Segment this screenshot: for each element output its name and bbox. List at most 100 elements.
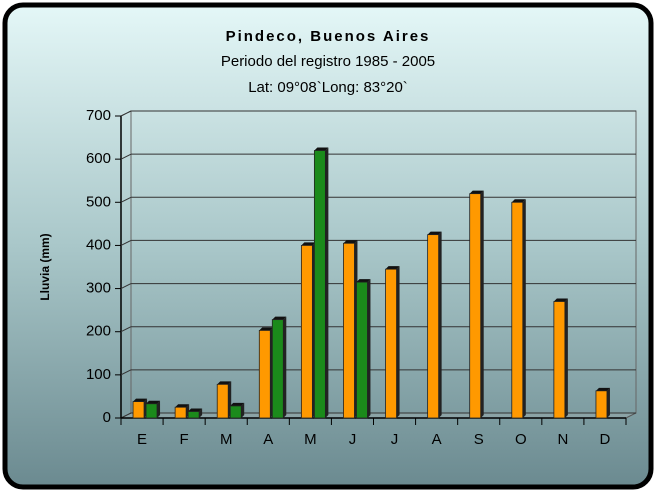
y-tick-label: 100 bbox=[86, 366, 111, 383]
bar bbox=[553, 298, 568, 419]
bar-face bbox=[188, 408, 203, 412]
bar bbox=[385, 266, 400, 419]
bar-face bbox=[283, 316, 287, 418]
bar-face bbox=[132, 401, 145, 419]
chart-location: Lat: 09°08`Long: 83°20` bbox=[248, 79, 408, 96]
grid-line bbox=[120, 196, 132, 203]
grid-line bbox=[120, 153, 132, 160]
bar bbox=[271, 316, 287, 419]
bar-face bbox=[553, 298, 568, 302]
bar-face bbox=[229, 405, 242, 419]
bar-face bbox=[385, 266, 400, 270]
bar-face bbox=[511, 199, 526, 203]
bar-face bbox=[396, 266, 400, 418]
y-tick-label: 200 bbox=[86, 323, 111, 340]
bar-face bbox=[343, 240, 358, 244]
bar-face bbox=[241, 402, 245, 418]
x-tick-label: A bbox=[432, 431, 442, 448]
bar bbox=[258, 327, 274, 419]
bar bbox=[511, 199, 526, 419]
bar-face bbox=[217, 381, 232, 385]
x-tick-label: E bbox=[137, 431, 147, 448]
bar-face bbox=[199, 408, 203, 418]
bar-face bbox=[300, 245, 313, 419]
grid-line bbox=[120, 326, 132, 333]
chart-title: Pindeco, Buenos Aires bbox=[226, 28, 431, 45]
bar-face bbox=[157, 400, 161, 418]
bar-face bbox=[258, 330, 271, 419]
bar-face bbox=[606, 387, 610, 418]
grid-line bbox=[120, 239, 132, 246]
bar bbox=[174, 404, 190, 419]
bar-face bbox=[145, 403, 158, 419]
x-tick-label: J bbox=[391, 431, 399, 448]
bar-face bbox=[343, 242, 355, 419]
y-tick-label: 600 bbox=[86, 150, 111, 167]
y-tick-label: 700 bbox=[86, 107, 111, 124]
bar-face bbox=[469, 190, 484, 194]
bar bbox=[343, 240, 358, 419]
bar-face bbox=[564, 298, 568, 418]
bar-face bbox=[133, 398, 148, 402]
x-tick-label: N bbox=[557, 431, 568, 448]
grid-line bbox=[120, 110, 132, 117]
x-tick-label: F bbox=[180, 431, 189, 448]
bar-face bbox=[511, 201, 524, 419]
bar-face bbox=[175, 404, 190, 408]
bar-face bbox=[272, 316, 287, 320]
y-tick-label: 300 bbox=[86, 280, 111, 297]
bar bbox=[229, 402, 245, 419]
bar bbox=[132, 398, 148, 419]
x-tick-label: A bbox=[263, 431, 273, 448]
bar-face bbox=[427, 231, 442, 235]
bar bbox=[595, 387, 610, 419]
bar bbox=[216, 381, 232, 419]
bar-face bbox=[469, 193, 482, 419]
bar-face bbox=[356, 281, 368, 419]
bar bbox=[469, 190, 484, 419]
bar-face bbox=[522, 199, 526, 418]
bar-face bbox=[367, 279, 371, 418]
y-tick-label: 0 bbox=[103, 409, 111, 426]
bar bbox=[313, 147, 329, 419]
bar-face bbox=[174, 406, 187, 419]
bar-face bbox=[480, 190, 484, 418]
bar bbox=[145, 400, 161, 419]
bar-face bbox=[187, 411, 200, 419]
bar-face bbox=[230, 402, 245, 406]
bar bbox=[300, 242, 316, 419]
bar bbox=[356, 279, 371, 419]
y-tick-label: 500 bbox=[86, 193, 111, 210]
bar-face bbox=[325, 147, 329, 418]
bar-face bbox=[314, 147, 329, 151]
bar-face bbox=[438, 231, 442, 418]
bar-face bbox=[259, 327, 274, 331]
bar-face bbox=[427, 234, 440, 419]
bar-face bbox=[301, 242, 316, 246]
bar-face bbox=[595, 390, 608, 419]
bar-face bbox=[146, 400, 161, 404]
bar-face bbox=[553, 301, 566, 419]
y-axis-label: Lluvia (mm) bbox=[38, 233, 52, 300]
bar-face bbox=[356, 279, 371, 283]
y-tick-label: 400 bbox=[86, 236, 111, 253]
bar bbox=[427, 231, 442, 419]
bar-face bbox=[216, 383, 229, 419]
bar-face bbox=[385, 268, 397, 419]
bar bbox=[187, 408, 203, 419]
x-tick-label: D bbox=[600, 431, 611, 448]
grid-line bbox=[120, 283, 132, 290]
x-tick-label: S bbox=[474, 431, 484, 448]
bar-face bbox=[595, 387, 610, 391]
chart-subtitle: Periodo del registro 1985 - 2005 bbox=[221, 53, 435, 70]
x-tick-label: M bbox=[220, 431, 233, 448]
x-tick-label: M bbox=[304, 431, 317, 448]
grid-line bbox=[120, 412, 132, 419]
bar-face bbox=[271, 319, 284, 419]
grid-line bbox=[120, 369, 132, 376]
x-tick-label: O bbox=[515, 431, 527, 448]
bar-face bbox=[313, 150, 326, 419]
x-tick-label: J bbox=[349, 431, 357, 448]
